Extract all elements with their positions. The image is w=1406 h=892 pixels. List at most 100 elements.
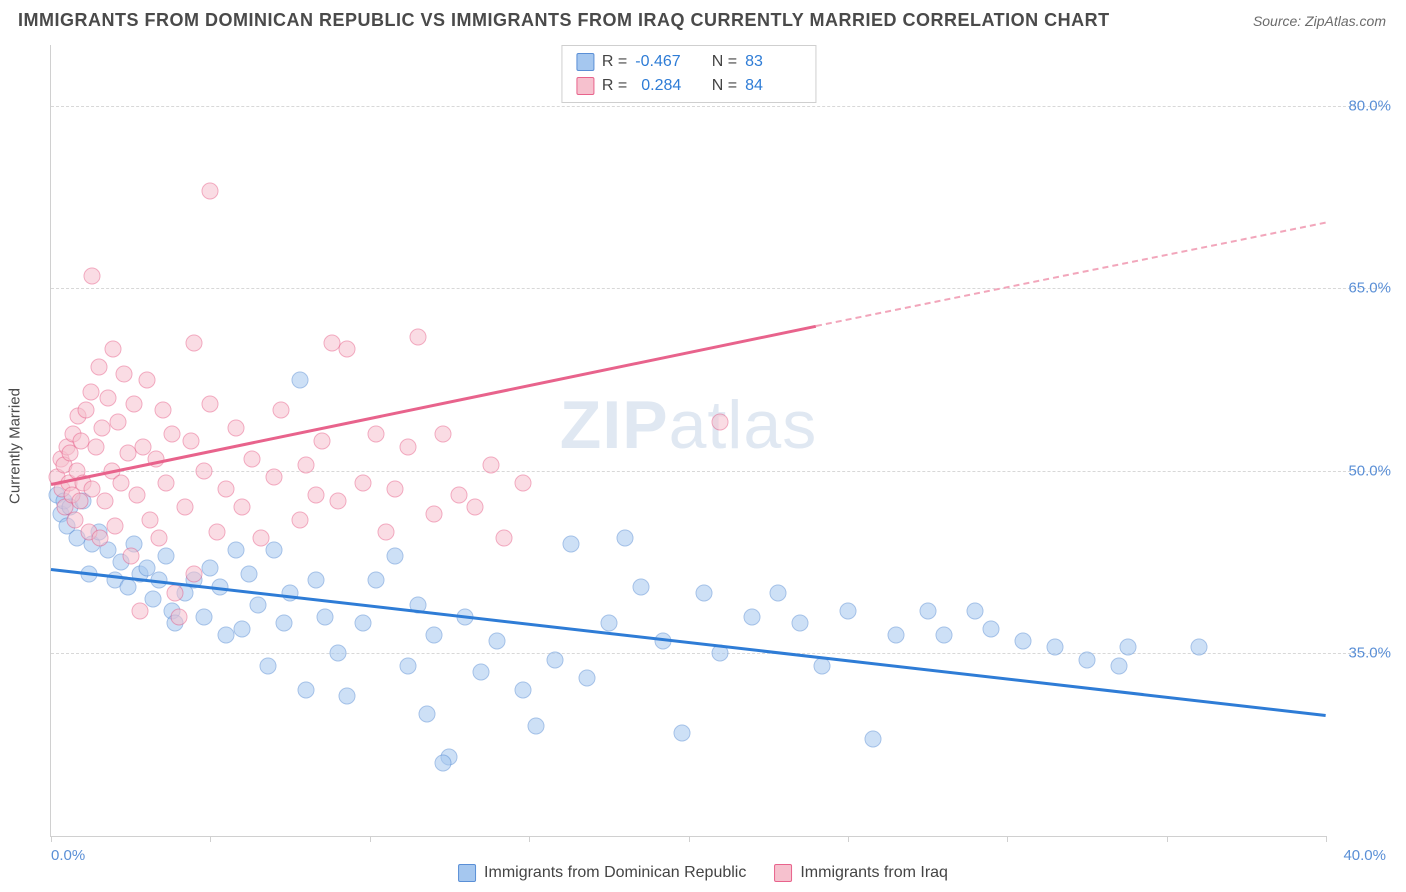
data-point	[514, 681, 531, 698]
stats-row-2: R = 0.284 N = 84	[576, 74, 801, 98]
source-label: Source: ZipAtlas.com	[1253, 13, 1386, 29]
data-point	[387, 548, 404, 565]
data-point	[1110, 657, 1127, 674]
r-label: R =	[602, 74, 627, 98]
data-point	[368, 572, 385, 589]
data-point	[1078, 651, 1095, 668]
data-point	[202, 560, 219, 577]
legend-item-1: Immigrants from Dominican Republic	[458, 864, 746, 882]
data-point	[527, 718, 544, 735]
swatch-pink-icon	[576, 77, 594, 95]
data-point	[839, 602, 856, 619]
gridline	[51, 288, 1386, 289]
data-point	[105, 341, 122, 358]
data-point	[355, 615, 372, 632]
data-point	[266, 469, 283, 486]
x-max-label: 40.0%	[1343, 847, 1386, 864]
data-point	[307, 487, 324, 504]
data-point	[196, 608, 213, 625]
data-point	[339, 341, 356, 358]
data-point	[234, 499, 251, 516]
swatch-blue-icon	[576, 53, 594, 71]
data-point	[425, 627, 442, 644]
gridline	[51, 106, 1386, 107]
data-point	[482, 456, 499, 473]
r-label: R =	[602, 50, 627, 74]
data-point	[466, 499, 483, 516]
stats-row-1: R = -0.467 N = 83	[576, 50, 801, 74]
data-point	[409, 329, 426, 346]
x-tick	[210, 836, 211, 842]
data-point	[387, 481, 404, 498]
data-point	[339, 688, 356, 705]
data-point	[71, 493, 88, 510]
data-point	[329, 493, 346, 510]
data-point	[119, 578, 136, 595]
data-point	[202, 183, 219, 200]
data-point	[119, 444, 136, 461]
data-point	[218, 627, 235, 644]
data-point	[113, 475, 130, 492]
data-point	[250, 596, 267, 613]
data-point	[1015, 633, 1032, 650]
data-point	[616, 529, 633, 546]
data-point	[307, 572, 324, 589]
y-tick-label: 80.0%	[1348, 97, 1391, 114]
data-point	[451, 487, 468, 504]
x-tick	[689, 836, 690, 842]
data-point	[154, 402, 171, 419]
data-point	[151, 529, 168, 546]
data-point	[106, 517, 123, 534]
data-point	[400, 438, 417, 455]
data-point	[141, 511, 158, 528]
x-tick	[370, 836, 371, 842]
data-point	[473, 663, 490, 680]
data-point	[170, 608, 187, 625]
watermark-light: atlas	[669, 387, 818, 463]
data-point	[157, 475, 174, 492]
legend-label-2: Immigrants from Iraq	[800, 864, 948, 882]
x-tick	[1326, 836, 1327, 842]
data-point	[94, 420, 111, 437]
data-point	[291, 371, 308, 388]
data-point	[814, 657, 831, 674]
data-point	[967, 602, 984, 619]
data-point	[744, 608, 761, 625]
data-point	[514, 475, 531, 492]
x-tick	[1167, 836, 1168, 842]
chart-title: IMMIGRANTS FROM DOMINICAN REPUBLIC VS IM…	[18, 10, 1110, 31]
data-point	[495, 529, 512, 546]
data-point	[355, 475, 372, 492]
data-point	[253, 529, 270, 546]
data-point	[218, 481, 235, 498]
data-point	[425, 505, 442, 522]
data-point	[196, 462, 213, 479]
data-point	[138, 371, 155, 388]
data-point	[109, 414, 126, 431]
x-min-label: 0.0%	[51, 847, 85, 864]
data-point	[1120, 639, 1137, 656]
bottom-legend: Immigrants from Dominican Republic Immig…	[458, 864, 948, 882]
swatch-blue-icon	[458, 864, 476, 882]
data-point	[298, 681, 315, 698]
n-value-2: 84	[745, 74, 801, 98]
data-point	[227, 542, 244, 559]
legend-label-1: Immigrants from Dominican Republic	[484, 864, 746, 882]
r-value-2: 0.284	[635, 74, 691, 98]
data-point	[122, 548, 139, 565]
gridline	[51, 471, 1386, 472]
data-point	[377, 523, 394, 540]
data-point	[145, 590, 162, 607]
data-point	[792, 615, 809, 632]
data-point	[983, 621, 1000, 638]
data-point	[100, 389, 117, 406]
data-point	[167, 584, 184, 601]
data-point	[674, 724, 691, 741]
data-point	[632, 578, 649, 595]
data-point	[66, 511, 83, 528]
x-tick	[529, 836, 530, 842]
data-point	[92, 529, 109, 546]
data-point	[164, 426, 181, 443]
scatter-chart: ZIPatlas R = -0.467 N = 83 R = 0.284 N =…	[50, 45, 1326, 837]
data-point	[400, 657, 417, 674]
